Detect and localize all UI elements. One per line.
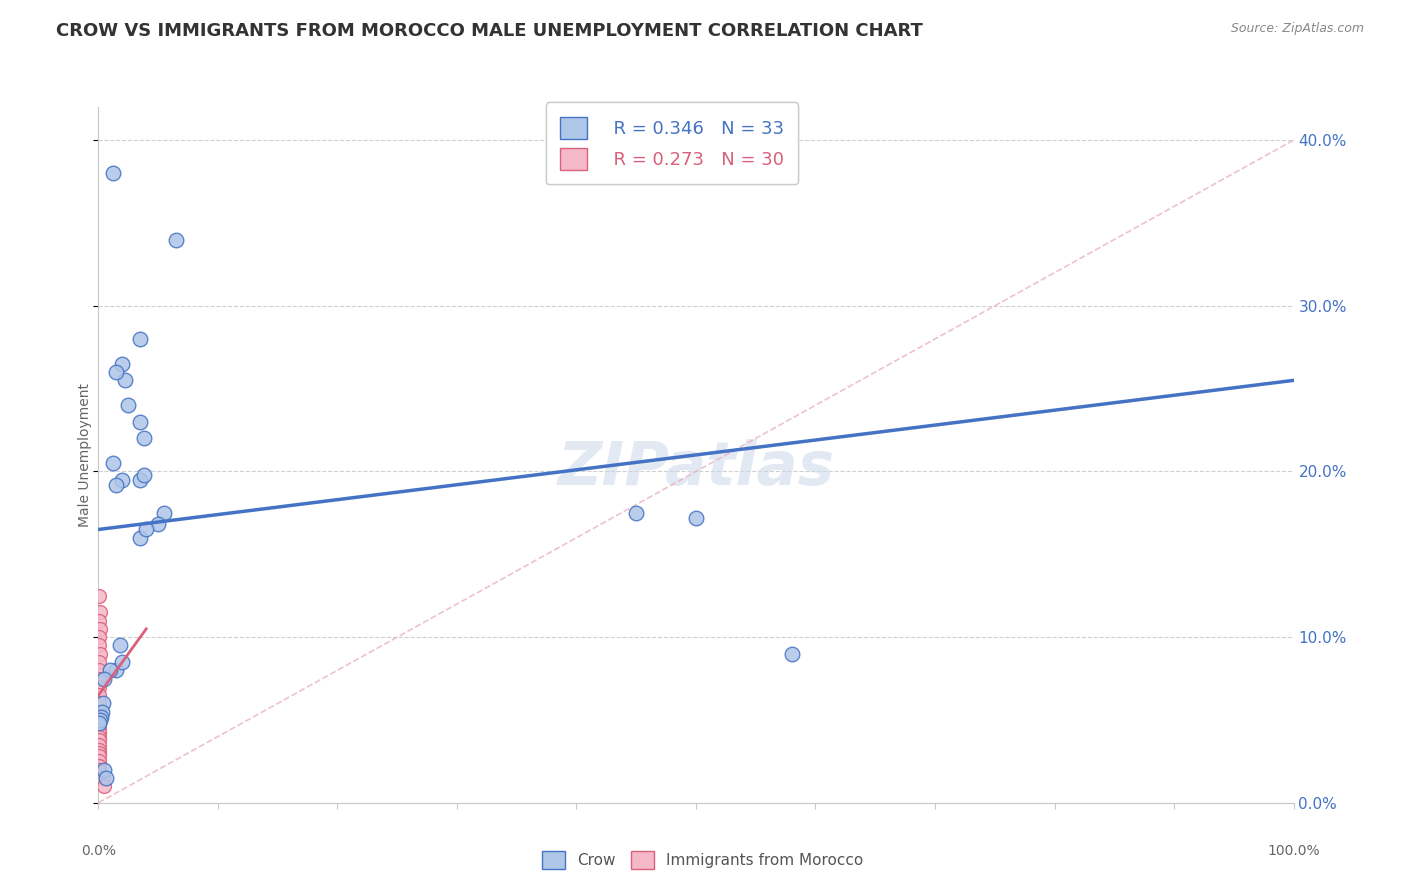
- Point: [153, 506, 176, 520]
- Point: [87, 688, 110, 702]
- Point: [135, 523, 157, 537]
- Text: 100.0%: 100.0%: [1267, 844, 1320, 858]
- Point: [129, 332, 152, 346]
- Point: [111, 655, 134, 669]
- Point: [89, 622, 111, 636]
- Point: [87, 655, 110, 669]
- Legend:   R = 0.346   N = 33,   R = 0.273   N = 30: R = 0.346 N = 33, R = 0.273 N = 30: [546, 103, 799, 184]
- Point: [87, 589, 110, 603]
- Point: [105, 663, 128, 677]
- Y-axis label: Male Unemployment: Male Unemployment: [79, 383, 93, 527]
- Text: CROW VS IMMIGRANTS FROM MOROCCO MALE UNEMPLOYMENT CORRELATION CHART: CROW VS IMMIGRANTS FROM MOROCCO MALE UNE…: [56, 22, 924, 40]
- Point: [87, 709, 110, 723]
- Point: [98, 663, 122, 677]
- Point: [685, 511, 707, 525]
- Point: [89, 716, 111, 731]
- Point: [111, 473, 134, 487]
- Point: [105, 365, 128, 379]
- Point: [91, 771, 114, 785]
- Point: [89, 630, 111, 644]
- Point: [105, 477, 128, 491]
- Point: [129, 473, 152, 487]
- Point: [89, 663, 111, 677]
- Point: [129, 531, 152, 545]
- Point: [780, 647, 803, 661]
- Point: [87, 755, 110, 769]
- Point: [87, 759, 110, 773]
- Point: [87, 738, 110, 752]
- Point: [132, 467, 155, 482]
- Point: [93, 763, 115, 777]
- Point: [165, 233, 187, 247]
- Point: [91, 697, 114, 711]
- Point: [101, 166, 124, 180]
- Point: [90, 709, 112, 723]
- Point: [114, 373, 136, 387]
- Point: [89, 647, 111, 661]
- Point: [89, 680, 111, 694]
- Point: [87, 713, 110, 727]
- Point: [93, 779, 115, 793]
- Point: [89, 639, 111, 653]
- Point: [89, 732, 111, 747]
- Point: [148, 517, 170, 532]
- Point: [89, 713, 111, 727]
- Point: [87, 749, 110, 764]
- Point: [87, 730, 110, 744]
- Point: [87, 716, 110, 731]
- Point: [93, 672, 115, 686]
- Point: [89, 721, 111, 735]
- Point: [94, 771, 117, 785]
- Text: 0.0%: 0.0%: [82, 844, 115, 858]
- Point: [117, 398, 139, 412]
- Point: [89, 705, 111, 719]
- Text: Source: ZipAtlas.com: Source: ZipAtlas.com: [1230, 22, 1364, 36]
- Point: [89, 697, 111, 711]
- Point: [89, 614, 111, 628]
- Point: [87, 726, 110, 740]
- Legend: Crow, Immigrants from Morocco: Crow, Immigrants from Morocco: [536, 845, 870, 875]
- Point: [101, 456, 124, 470]
- Point: [91, 705, 114, 719]
- Point: [89, 746, 111, 760]
- Point: [111, 357, 134, 371]
- Point: [87, 672, 110, 686]
- Point: [626, 506, 648, 520]
- Point: [87, 763, 110, 777]
- Point: [87, 743, 110, 757]
- Text: ZIPatlas: ZIPatlas: [557, 440, 835, 499]
- Point: [108, 639, 131, 653]
- Point: [132, 431, 155, 445]
- Point: [89, 605, 111, 619]
- Point: [129, 415, 152, 429]
